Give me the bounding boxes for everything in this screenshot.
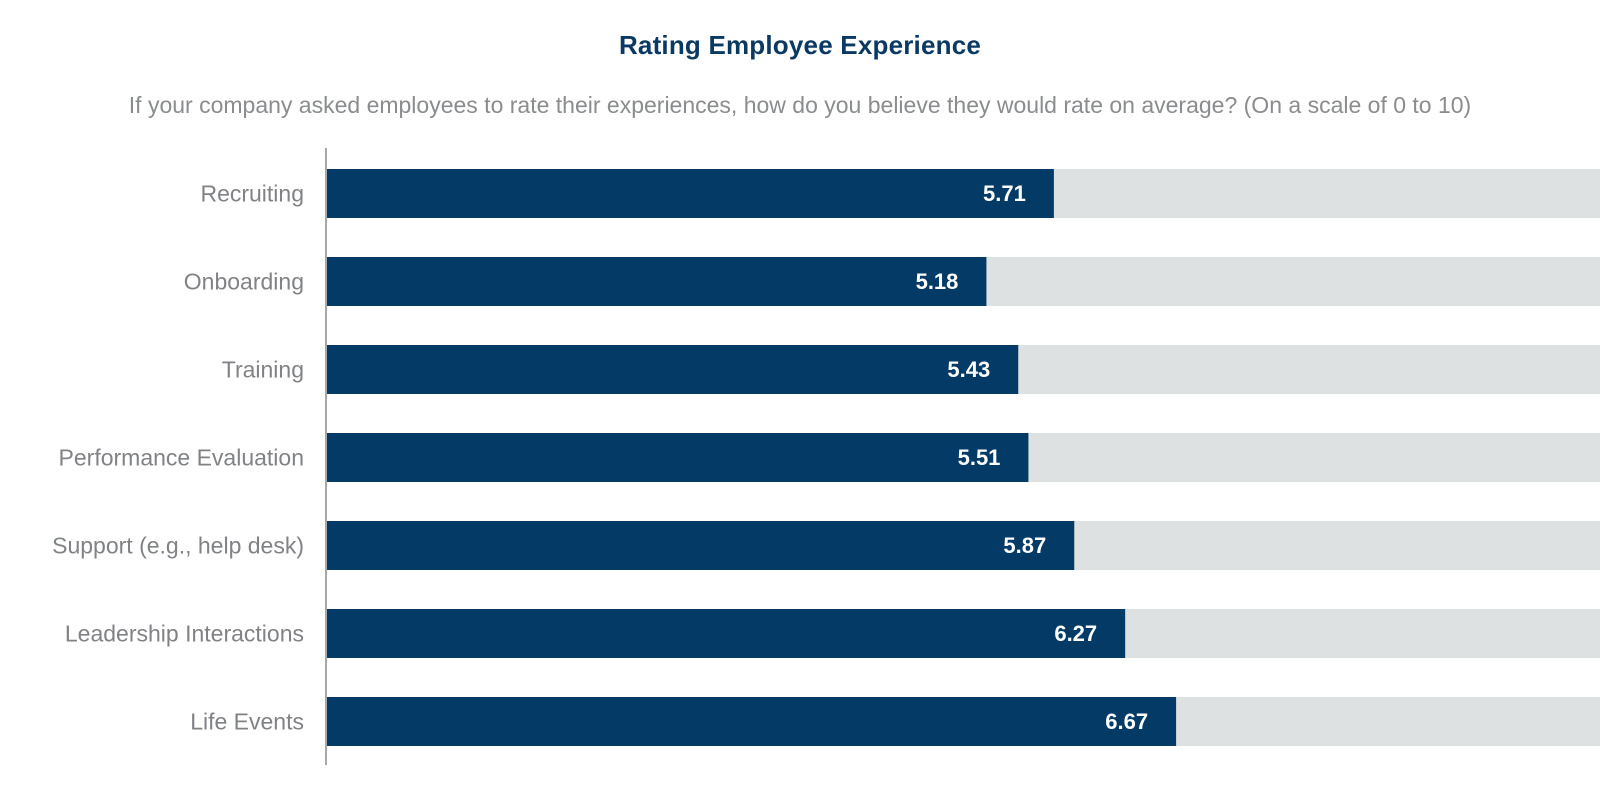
value-label-4: 5.87	[1003, 533, 1046, 558]
bar-0	[327, 169, 1054, 218]
bar-2	[327, 345, 1019, 394]
value-label-0: 5.71	[983, 181, 1026, 206]
category-label-6: Life Events	[190, 709, 304, 735]
category-label-1: Onboarding	[184, 269, 304, 295]
value-label-1: 5.18	[916, 269, 959, 294]
category-label-2: Training	[222, 357, 304, 383]
category-label-3: Performance Evaluation	[59, 445, 304, 471]
bar-1	[327, 257, 987, 306]
category-label-5: Leadership Interactions	[65, 621, 304, 647]
value-labels: 5.71 5.18 5.43 5.51 5.87 6.27 6.67	[916, 181, 1149, 734]
chart-subtitle: If your company asked employees to rate …	[128, 92, 1472, 118]
chart-title: Rating Employee Experience	[618, 30, 982, 60]
bar-5	[327, 609, 1126, 658]
bars	[327, 169, 1177, 746]
bar-3	[327, 433, 1029, 482]
bar-6	[327, 697, 1177, 746]
category-label-4: Support (e.g., help desk)	[52, 533, 304, 559]
bar-4	[327, 521, 1075, 570]
category-label-0: Recruiting	[200, 181, 304, 207]
value-label-3: 5.51	[958, 445, 1001, 470]
category-labels: Recruiting Onboarding Training Performance …	[52, 181, 304, 735]
value-label-2: 5.43	[947, 357, 990, 382]
value-label-6: 6.67	[1105, 709, 1148, 734]
value-label-5: 6.27	[1054, 621, 1097, 646]
